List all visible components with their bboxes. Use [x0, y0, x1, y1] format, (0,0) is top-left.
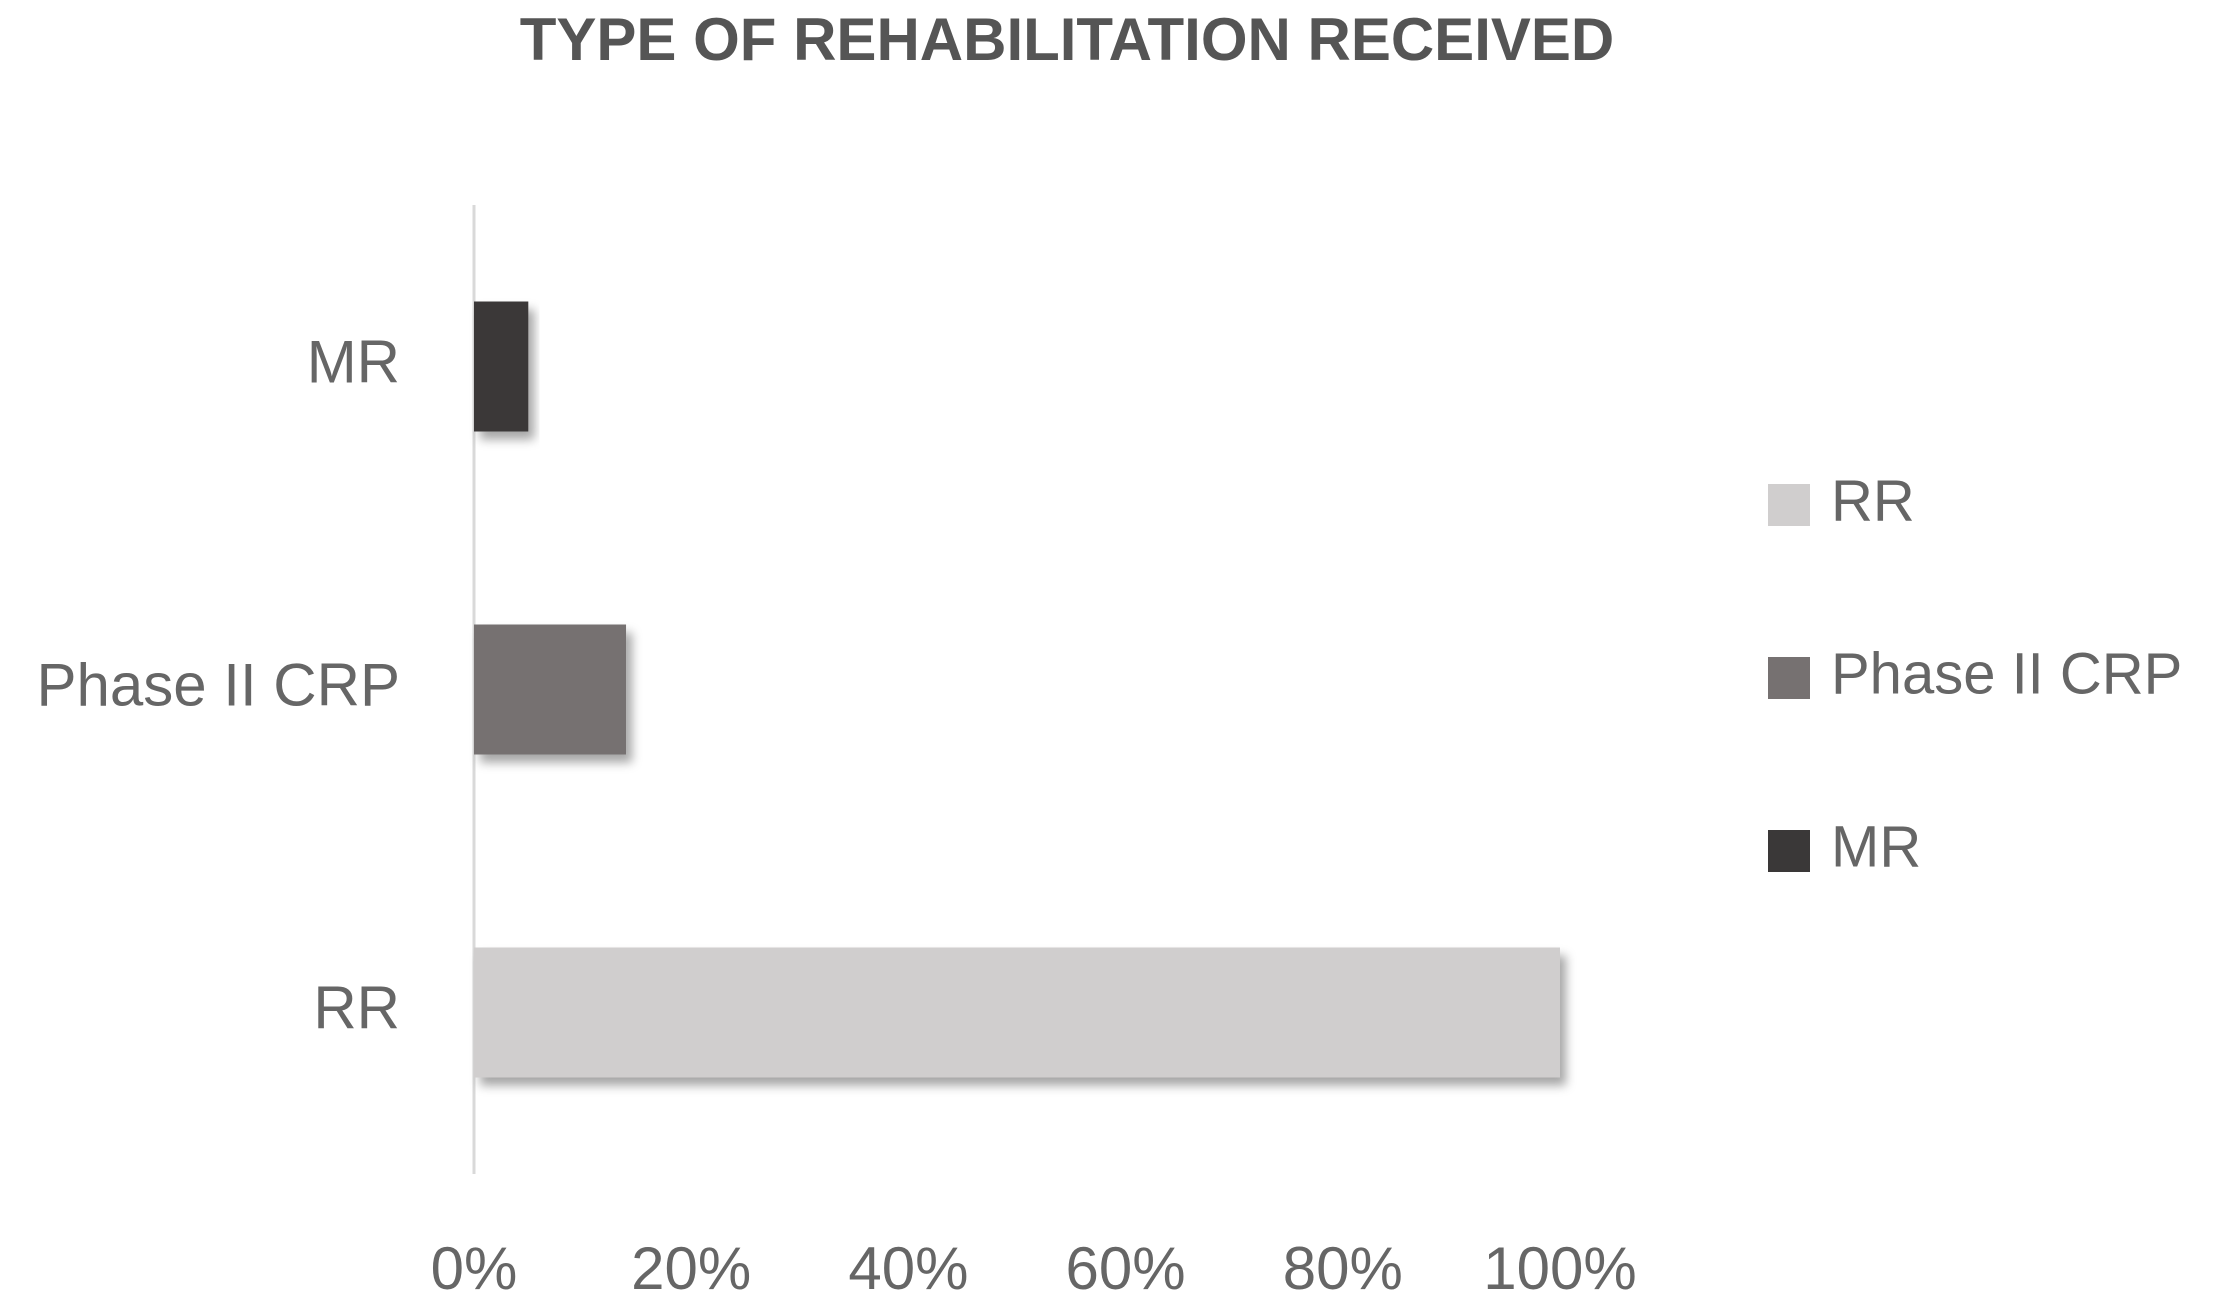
- y-tick-label: Phase II CRP: [37, 651, 401, 718]
- y-tick-label: MR: [307, 328, 400, 395]
- legend-swatch: [1768, 484, 1810, 526]
- legend-label: Phase II CRP: [1831, 641, 2182, 706]
- bar: [474, 624, 627, 755]
- x-tick-label: 20%: [631, 1235, 751, 1302]
- x-tick-label: 0%: [431, 1235, 518, 1302]
- legend-swatch: [1768, 830, 1810, 872]
- chart-title: TYPE OF REHABILITATION RECEIVED: [520, 6, 1615, 73]
- bar: [474, 947, 1560, 1078]
- x-tick-label: 40%: [848, 1235, 968, 1302]
- x-tick-label: 100%: [1483, 1235, 1636, 1302]
- bar: [474, 301, 529, 432]
- legend-label: MR: [1831, 814, 1921, 879]
- legend-swatch: [1768, 657, 1810, 699]
- y-tick-label: RR: [313, 974, 400, 1041]
- x-tick-label: 60%: [1066, 1235, 1186, 1302]
- legend-label: RR: [1831, 468, 1915, 533]
- x-tick-label: 80%: [1283, 1235, 1403, 1302]
